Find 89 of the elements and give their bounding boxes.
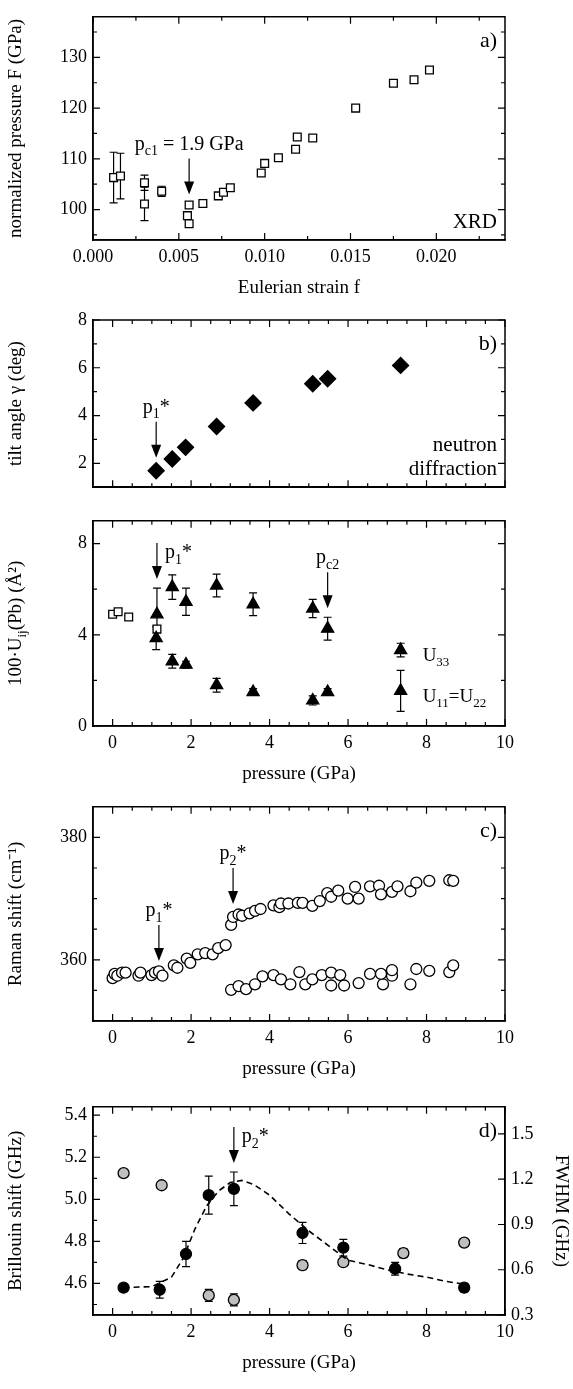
point xyxy=(182,211,192,221)
y-tick-label: 5.4 xyxy=(64,1103,87,1124)
y2-tick-label: 1.5 xyxy=(511,1122,534,1143)
point xyxy=(163,450,181,468)
x-tick-label: 10 xyxy=(496,731,514,752)
x-tick-label: 8 xyxy=(422,731,432,752)
y-axis-title: Raman shift (cm⁻¹) xyxy=(3,841,26,987)
point xyxy=(147,462,165,480)
x-axis-title: pressure (GPa) xyxy=(242,761,356,784)
y-tick-label: 100 xyxy=(60,198,87,219)
x-tick-label: 0 xyxy=(108,1320,118,1341)
annotation: d) xyxy=(478,1116,497,1142)
x-tick-label: 4 xyxy=(265,1320,275,1341)
point xyxy=(273,153,283,163)
x-tick-label: 0.010 xyxy=(244,245,285,266)
y-tick-label: 4 xyxy=(78,404,87,425)
x-tick-label: 8 xyxy=(422,1026,432,1047)
point xyxy=(244,394,262,412)
y-tick-label: 5.2 xyxy=(64,1146,87,1167)
point xyxy=(292,132,302,142)
y-tick-label: 4 xyxy=(78,623,87,644)
point xyxy=(218,187,229,197)
point xyxy=(139,199,150,209)
point xyxy=(318,370,337,388)
y-tick-label: 4.8 xyxy=(64,1230,87,1251)
point xyxy=(391,356,410,375)
y-tick-label: 2 xyxy=(78,452,87,473)
x-tick-label: 8 xyxy=(422,1320,432,1341)
y-tick-label: 120 xyxy=(60,96,87,117)
point xyxy=(424,65,435,75)
y-tick-label: 380 xyxy=(60,826,87,847)
point xyxy=(184,200,194,210)
point xyxy=(225,183,235,193)
y2-tick-label: 0.9 xyxy=(511,1213,534,1234)
point xyxy=(198,198,208,209)
x-tick-label: 2 xyxy=(186,1320,196,1341)
y2-axis-title: FWHM (GHz) xyxy=(551,1154,573,1268)
x-axis-title: Eulerian strain f xyxy=(237,275,361,297)
x-tick-label: 0 xyxy=(108,1026,118,1047)
point xyxy=(260,158,270,168)
annotation: c) xyxy=(479,816,497,842)
x-tick-label: 0.005 xyxy=(158,245,200,266)
x-tick-label: 10 xyxy=(496,1320,514,1341)
point xyxy=(207,417,226,436)
x-tick-label: 10 xyxy=(496,1026,514,1047)
point xyxy=(184,219,194,229)
x-tick-label: 0.000 xyxy=(72,245,114,266)
x-axis-title: pressure (GPa) xyxy=(242,1056,356,1079)
x-tick-label: 0.020 xyxy=(416,245,457,266)
y-tick-label: 5.0 xyxy=(64,1188,87,1209)
y-tick-label: 8 xyxy=(78,532,87,553)
x-tick-label: 6 xyxy=(343,1320,353,1341)
annotation: b) xyxy=(478,329,497,355)
y2-tick-label: 0.3 xyxy=(511,1303,534,1324)
y-axis-title: Brillouin shift (GHz) xyxy=(3,1130,26,1292)
point xyxy=(388,78,398,88)
y-axis-title: normalized pressure F (GPa) xyxy=(3,18,26,238)
y-tick-label: 130 xyxy=(60,46,87,67)
x-axis-title: pressure (GPa) xyxy=(242,1350,356,1373)
x-tick-label: 0.015 xyxy=(330,245,371,266)
y-tick-label: 0 xyxy=(78,714,87,735)
point xyxy=(308,133,318,143)
point xyxy=(304,375,322,393)
x-tick-label: 2 xyxy=(186,1026,196,1047)
y-tick-label: 110 xyxy=(60,147,87,168)
y-axis-title: 100·Uij(Pb) (Å²) xyxy=(3,560,30,687)
y-tick-label: 360 xyxy=(60,948,87,969)
y-axis-title: tilt angle γ (deg) xyxy=(3,341,26,467)
annotation: neutron diffraction xyxy=(408,431,498,480)
point xyxy=(176,438,195,456)
annotation: a) xyxy=(479,26,497,52)
point xyxy=(115,171,126,181)
x-tick-label: 4 xyxy=(265,1026,275,1047)
point xyxy=(139,178,150,188)
y-tick-label: 8 xyxy=(78,308,87,329)
x-tick-label: 0 xyxy=(108,731,118,752)
x-tick-label: 4 xyxy=(265,731,275,752)
point xyxy=(256,168,266,178)
point xyxy=(291,144,301,154)
y2-tick-label: 1.2 xyxy=(511,1167,534,1188)
y-tick-label: 6 xyxy=(78,356,87,377)
point xyxy=(409,75,419,85)
x-tick-label: 6 xyxy=(343,731,353,752)
x-tick-label: 2 xyxy=(186,731,196,752)
y2-tick-label: 0.6 xyxy=(511,1258,534,1279)
y-tick-label: 4.6 xyxy=(64,1272,87,1293)
point xyxy=(351,103,361,113)
x-tick-label: 6 xyxy=(343,1026,353,1047)
annotation: XRD xyxy=(452,208,498,233)
